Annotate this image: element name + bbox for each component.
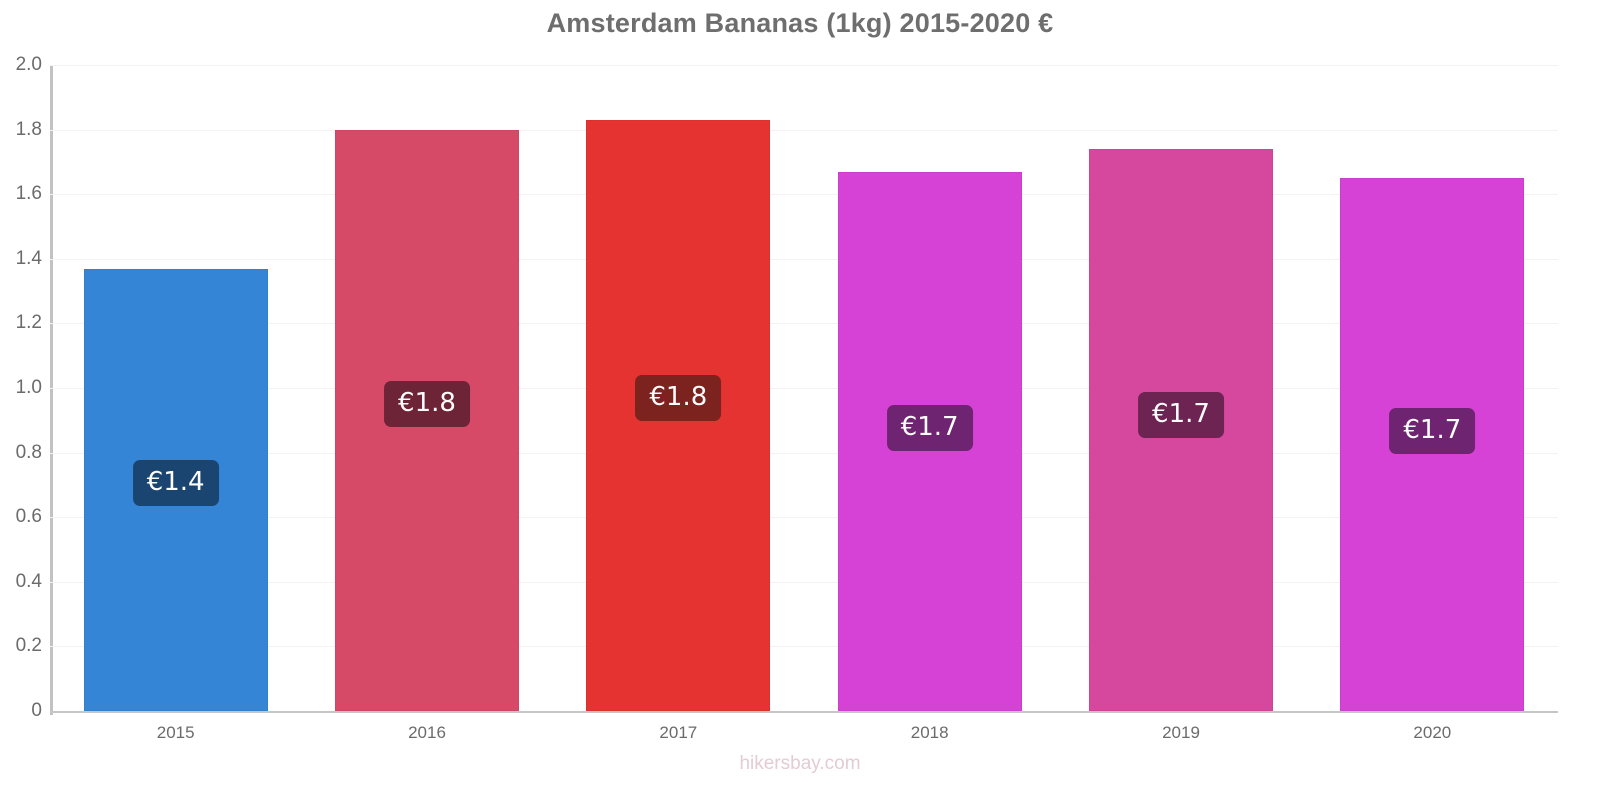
gridline: [50, 388, 1558, 389]
bar-value-label: €1.8: [635, 374, 722, 421]
y-axis-tick-label: 1.6: [15, 183, 42, 205]
gridline: [50, 452, 1558, 454]
y-axis-tick-label: 1.4: [15, 247, 42, 269]
gridline: [50, 646, 1558, 648]
y-axis-tick-label: 1.8: [15, 118, 42, 140]
bar-2020[interactable]: €1.7: [1340, 178, 1525, 711]
bar-2018[interactable]: €1.7: [837, 171, 1022, 711]
x-axis-tick-label: 2016: [408, 723, 446, 742]
bar-value-label: €1.7: [886, 404, 973, 451]
bar-2016[interactable]: €1.8: [335, 129, 519, 711]
bar-value-label: €1.7: [1138, 391, 1224, 438]
y-axis-tick-label: 0: [31, 700, 42, 721]
gridline: [50, 517, 1558, 519]
y-axis-tick-label: 0.8: [15, 441, 42, 463]
bar-2017[interactable]: €1.8: [586, 119, 771, 711]
plot-area: €1.4 €1.8 €1.8 €1.7 €1.7 €1.7: [50, 65, 1558, 713]
gridline: [50, 65, 1558, 66]
x-axis-tick-label: 2017: [659, 723, 698, 742]
x-axis-tick-label: 2019: [1162, 723, 1200, 742]
y-axis-tick-label: 2.0: [15, 54, 42, 75]
y-axis-tick-label: 0.2: [15, 635, 42, 657]
y-axis-tick-label: 1.0: [15, 377, 42, 398]
y-axis-tick-label: 1.2: [15, 312, 42, 334]
gridline: [50, 711, 1558, 713]
y-axis-line: [50, 65, 53, 715]
gridline: [50, 323, 1558, 325]
x-axis-tick-label: 2020: [1413, 723, 1452, 742]
bar-2015[interactable]: €1.4: [83, 268, 268, 711]
bar-value-label: €1.8: [384, 380, 470, 427]
y-axis-tick-label: 0.4: [15, 570, 42, 592]
y-axis-tick-label: 0.6: [15, 506, 42, 528]
bar-value-label: €1.4: [132, 459, 219, 506]
bar-value-label: €1.7: [1389, 408, 1476, 455]
watermark: hikersbay.com: [739, 753, 861, 774]
x-axis-tick-label: 2018: [910, 723, 949, 742]
gridline: [50, 129, 1558, 131]
x-axis-tick-label: 2015: [156, 723, 195, 742]
gridline: [50, 581, 1558, 583]
chart-title: Amsterdam Bananas (1kg) 2015-2020 €: [546, 8, 1054, 38]
bar-2019[interactable]: €1.7: [1089, 148, 1273, 711]
gridline: [50, 194, 1558, 196]
gridline: [50, 258, 1558, 260]
